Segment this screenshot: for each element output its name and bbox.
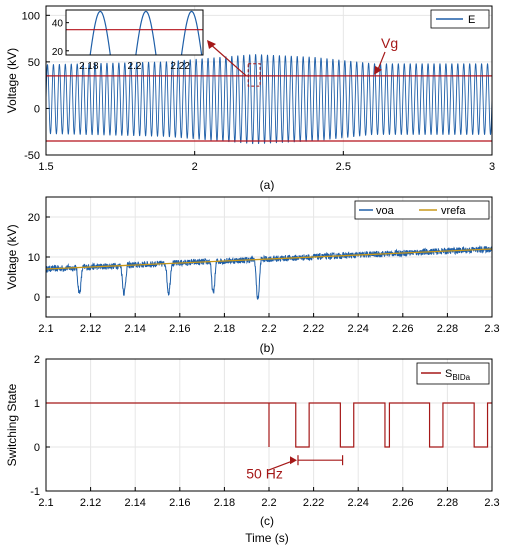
y-tick-label: 100 [22,10,40,22]
x-tick-label: 2.26 [392,323,413,335]
x-tick-label: 2.24 [347,323,368,335]
y-tick-label: 0 [34,103,40,115]
legend-label-S-main: S [445,368,452,380]
legend-label-vrefa: vrefa [441,205,466,217]
panel-b: 2.1 2.12 2.14 2.16 2.18 2.2 2.22 2.24 2.26 2.28 2.… [5,196,500,335]
x-tick-label: 2.28 [437,323,458,335]
vg-pointer-arrowhead [374,65,383,75]
x-tick-label: 2 [192,161,198,173]
x-tick-label: 2.26 [392,497,413,509]
inset-x-tick-label: 2.2 [128,61,142,72]
x-tick-label: 2.2 [261,497,276,509]
series-E-line [45,54,493,145]
x-tick-label: 2.28 [437,497,458,509]
axes-frame [45,5,493,156]
vg-annotation-label: Vg [381,35,398,51]
y-tick-label: 0 [34,292,40,304]
x-tick-label: 2.3 [484,497,499,509]
legend-label-E: E [468,14,475,26]
x-tick-label: 2.12 [80,497,101,509]
x-tick-label: 2.14 [124,497,145,509]
inset-y-tick-label: 40 [52,19,64,30]
x-tick-label: 2.1 [38,323,53,335]
period-marker-arrowhead [289,456,297,465]
y-axis-title: Voltage (kV) [5,224,19,289]
inset-x-tick-label: 2.18 [79,61,99,72]
x-tick-label: 2.16 [169,323,190,335]
legend-label-S: SBIDa [445,368,471,382]
period-pointer-line [267,460,293,471]
x-tick-label: 2.18 [214,323,235,335]
inset-pointer-arrowhead [207,40,216,49]
panel-a: 1.5 2 2.5 3 -50 0 50 100 Voltage (kV) 2.18 2.2 2.22… [5,5,495,173]
y-tick-label: 1 [34,398,40,410]
x-tick-label: 2.1 [38,497,53,509]
y-tick-label: 0 [34,442,40,454]
x-tick-label: 2.2 [261,323,276,335]
x-axis-title: Time (s) [245,531,289,545]
caption-a: (a) [260,178,275,192]
x-tick-label: 2.3 [484,323,499,335]
y-tick-label: 20 [28,212,40,224]
series-switching-state-line [46,402,492,448]
legend-label-voa: voa [376,205,395,217]
inset-frame [65,9,204,56]
y-axis-title: Voltage (kV) [5,48,19,113]
y-tick-label: -50 [24,150,40,162]
caption-c: (c) [260,514,274,528]
inset-background [66,10,203,55]
axes-frame [45,196,493,318]
y-tick-label: -1 [30,486,40,498]
x-tick-label: 2.22 [303,323,324,335]
axes-frame [45,358,493,492]
series-vrefa-line [45,248,493,270]
zoom-region-box [247,63,261,87]
x-tick-label: 2.24 [347,497,368,509]
caption-b: (b) [260,341,275,355]
y-tick-label: 50 [28,57,40,69]
x-tick-label: 2.22 [303,497,324,509]
y-axis-title: Switching State [5,383,19,466]
x-tick-label: 3 [489,161,495,173]
y-tick-label: 2 [34,354,40,366]
x-tick-label: 1.5 [38,161,53,173]
legend-label-S-subscript: BIDa [452,373,470,382]
x-tick-label: 2.14 [124,323,145,335]
x-tick-label: 2.18 [214,497,235,509]
panel-c: 2.1 2.12 2.14 2.16 2.18 2.2 2.22 2.24 2.26 2.28 2.… [5,354,500,509]
x-tick-label: 2.12 [80,323,101,335]
x-tick-label: 2.16 [169,497,190,509]
inset-pointer-arrow [208,42,247,77]
legend-box [416,362,490,385]
x-tick-label: 2.5 [336,161,351,173]
inset-y-tick-label: 20 [52,47,64,58]
period-annotation-label: 50 Hz [246,465,283,481]
y-tick-label: 10 [28,252,40,264]
inset-x-tick-label: 2.22 [170,61,190,72]
